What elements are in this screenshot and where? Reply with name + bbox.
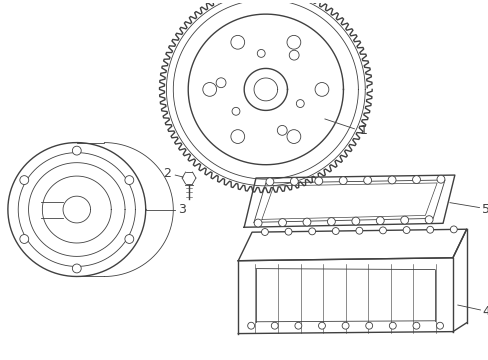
- Circle shape: [124, 176, 134, 185]
- Circle shape: [261, 229, 268, 235]
- Circle shape: [265, 178, 273, 186]
- Text: 5: 5: [482, 203, 488, 216]
- Circle shape: [365, 322, 372, 329]
- Circle shape: [247, 322, 254, 329]
- Circle shape: [278, 219, 286, 226]
- Circle shape: [290, 177, 298, 185]
- Circle shape: [449, 226, 456, 233]
- Text: 1: 1: [359, 124, 366, 137]
- Circle shape: [400, 216, 408, 224]
- Circle shape: [72, 146, 81, 155]
- Circle shape: [342, 322, 348, 329]
- Circle shape: [124, 235, 134, 243]
- Circle shape: [318, 322, 325, 329]
- Circle shape: [327, 218, 335, 225]
- Circle shape: [379, 227, 386, 234]
- Circle shape: [271, 322, 278, 329]
- Circle shape: [436, 322, 443, 329]
- Circle shape: [412, 322, 419, 329]
- Circle shape: [426, 226, 433, 233]
- Circle shape: [387, 176, 395, 184]
- Circle shape: [339, 177, 346, 185]
- Circle shape: [20, 176, 29, 185]
- Circle shape: [351, 217, 359, 225]
- Circle shape: [402, 226, 409, 234]
- Circle shape: [254, 219, 262, 227]
- Text: 3: 3: [178, 203, 186, 216]
- Circle shape: [303, 218, 310, 226]
- Circle shape: [376, 217, 384, 225]
- Circle shape: [425, 216, 432, 224]
- Circle shape: [308, 228, 315, 235]
- Circle shape: [314, 177, 322, 185]
- Circle shape: [436, 175, 444, 183]
- Text: 4: 4: [482, 305, 488, 319]
- Text: 2: 2: [163, 167, 171, 180]
- Circle shape: [294, 322, 301, 329]
- Circle shape: [72, 264, 81, 273]
- Circle shape: [363, 176, 371, 184]
- Circle shape: [285, 228, 291, 235]
- Circle shape: [412, 176, 420, 184]
- Circle shape: [332, 228, 339, 234]
- Circle shape: [355, 227, 362, 234]
- Circle shape: [20, 235, 29, 243]
- Circle shape: [388, 322, 395, 329]
